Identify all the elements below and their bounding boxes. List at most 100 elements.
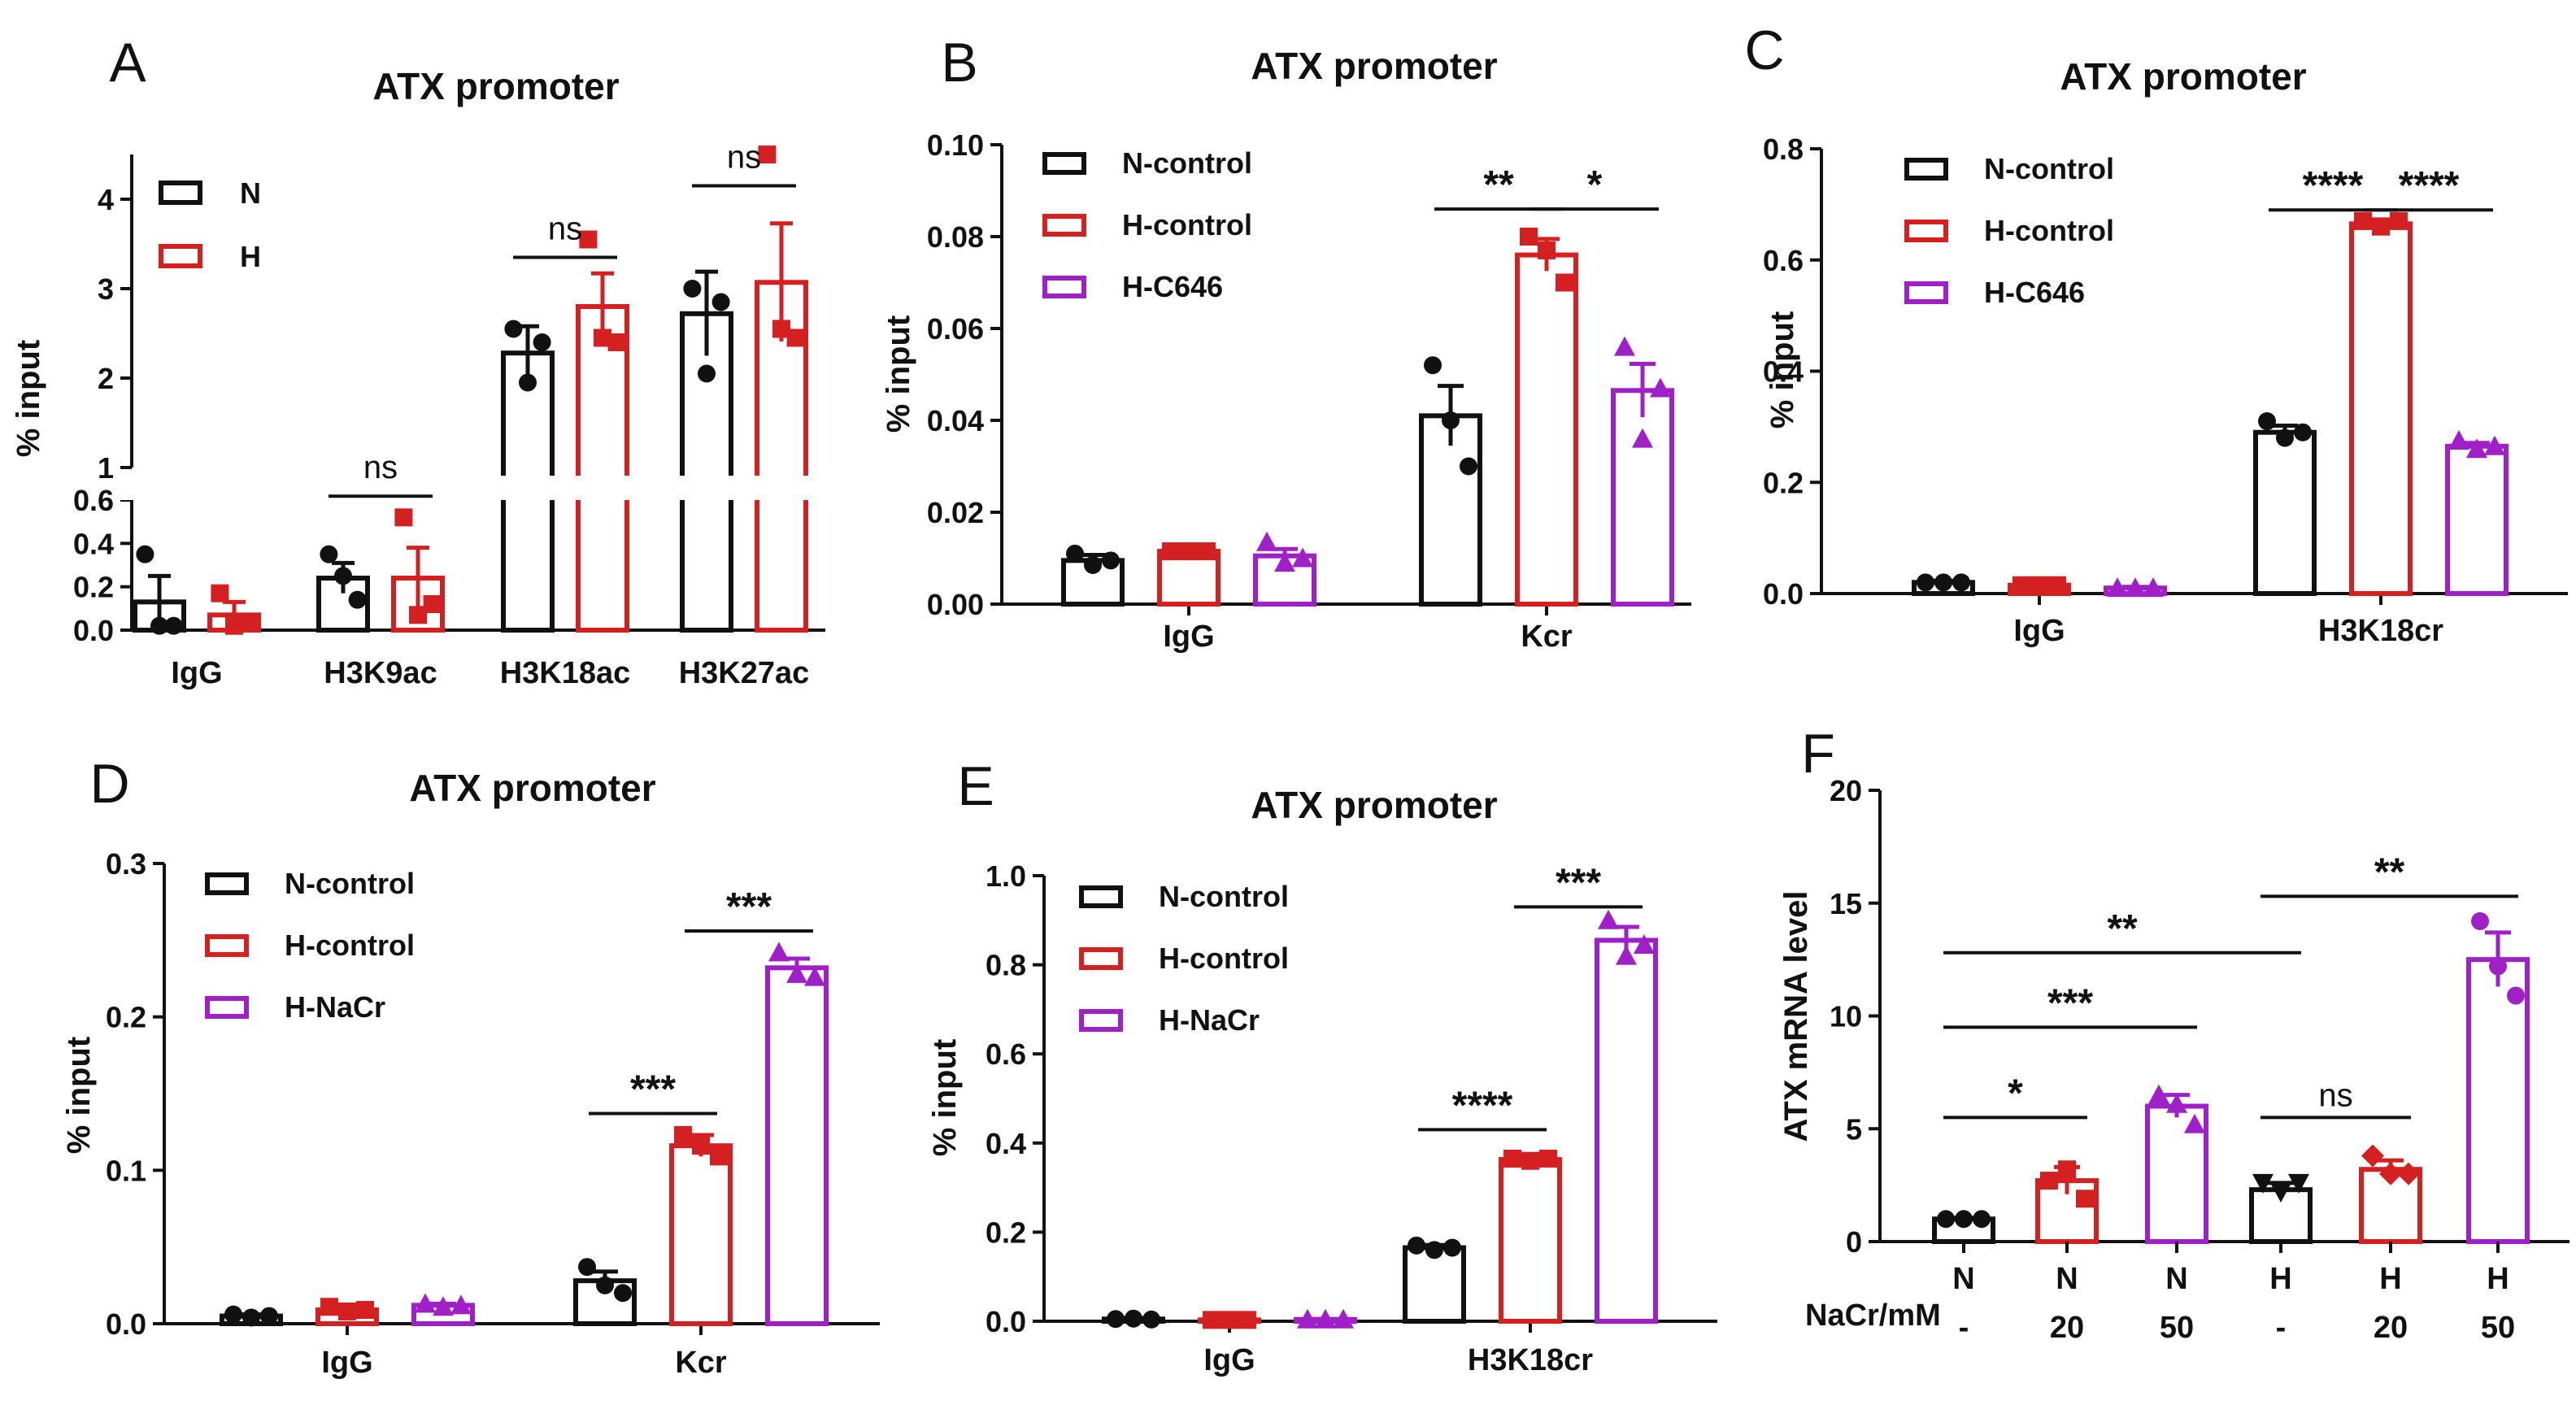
data-point [607, 333, 626, 351]
data-point [2076, 1190, 2094, 1208]
significance-label: ns [548, 211, 582, 247]
data-point [1180, 542, 1198, 561]
significance-label: **** [2303, 164, 2364, 207]
y-tick-label: 0.8 [1763, 133, 1804, 166]
chart-title: ATX promoter [409, 767, 655, 809]
data-point [2166, 1093, 2187, 1113]
y-tick-label: 0.4 [73, 527, 114, 560]
data-point [692, 1137, 710, 1155]
legend-label: H-C646 [1122, 270, 1223, 303]
y-tick-label: 4 [98, 183, 114, 216]
x-category-label: N [2165, 1262, 2187, 1296]
y-tick-label: 0.00 [927, 588, 984, 621]
data-point [150, 616, 168, 635]
row2-label: NaCr/mM [1805, 1298, 1941, 1333]
y-tick-label: 10 [1830, 1000, 1862, 1033]
y-tick-label: 0.04 [927, 404, 984, 437]
data-point [433, 1296, 454, 1316]
panel-label: C [1744, 20, 1784, 81]
legend-swatch [1904, 281, 1948, 304]
bar-H-control-Kcr [1515, 252, 1578, 607]
legend-swatch [1079, 947, 1123, 970]
y-axis-label: % input [61, 1037, 97, 1154]
legend-label: H [240, 240, 261, 273]
y-tick-label: 1.0 [986, 859, 1026, 893]
data-point [578, 1258, 596, 1277]
bar-H-control-Kcr [669, 1143, 733, 1326]
data-point [1598, 909, 1619, 929]
y-tick-label: 0.3 [106, 847, 146, 881]
data-point [2030, 576, 2048, 594]
data-point [2448, 429, 2469, 450]
data-point [242, 1308, 260, 1327]
y-tick-label: 0.2 [986, 1216, 1026, 1249]
x-category-label-row2: 20 [2374, 1311, 2408, 1345]
data-point [1198, 542, 1216, 561]
legend-label: H-control [1122, 208, 1252, 241]
data-point [1274, 552, 1295, 572]
data-point [225, 616, 243, 635]
bar-H-C646-Kcr [1611, 388, 1674, 607]
panel-F: F ATX mRNA level 0 5 10 15 20 N - N 20 N 50 H - H 20 H 50 N… [1778, 723, 2569, 1345]
data-point [683, 280, 702, 298]
panel-label: A [109, 32, 146, 94]
x-category-label: N [2056, 1262, 2078, 1296]
legend-label: N-control [1122, 146, 1252, 180]
data-point [1937, 1210, 1955, 1229]
x-category-label-row2: 50 [2481, 1311, 2515, 1345]
y-tick-label: 0.4 [986, 1127, 1026, 1160]
significance-label: ns [2318, 1077, 2352, 1113]
data-point [2294, 423, 2312, 442]
legend-label: N-control [1159, 880, 1289, 913]
x-category-label: Kcr [1521, 620, 1573, 654]
bar-H-C646-H3K18cr [2445, 443, 2509, 597]
data-point [409, 606, 427, 624]
y-tick-label: 0.2 [1763, 466, 1804, 499]
y-tick-label: 0.08 [927, 220, 984, 254]
data-point [2258, 412, 2276, 431]
data-point [1634, 933, 1655, 954]
data-point [1538, 241, 1556, 259]
data-point [1084, 555, 1102, 574]
data-point [1442, 411, 1460, 429]
data-point [2058, 1160, 2076, 1179]
y-tick-label: 0.2 [106, 1001, 146, 1034]
data-point [348, 590, 367, 609]
data-point [594, 328, 611, 347]
x-category-label: H3K18cr [1468, 1343, 1593, 1377]
y-tick-label: 2 [98, 362, 114, 395]
bar-H-H3K18ac [576, 304, 629, 633]
bar-H-NaCr-H3K18cr [1595, 937, 1658, 1324]
y-axis-label: % input [881, 315, 916, 433]
significance-label: ** [2107, 907, 2138, 950]
y-tick-label: 5 [1846, 1112, 1862, 1146]
bar-N-control-H3K18cr [2253, 429, 2317, 597]
data-point [1443, 1238, 1461, 1257]
panel-label: B [941, 32, 977, 94]
data-point [614, 1284, 632, 1303]
panel-C: C ATX promoter % input 0.0 0.2 0.4 0.6 0.8 IgG H3… [1744, 20, 2568, 648]
legend-label: H-control [285, 929, 415, 962]
chart-title: ATX promoter [1251, 45, 1497, 87]
data-point [579, 230, 598, 249]
data-point [1162, 542, 1180, 561]
y-tick-label: 0.0 [1763, 577, 1804, 611]
data-point [1556, 273, 1573, 292]
significance-label: *** [726, 885, 772, 929]
data-point [2252, 1173, 2274, 1194]
y-tick-label: 15 [1830, 887, 1862, 920]
data-point [2012, 576, 2030, 594]
y-axis-label: % input [927, 1039, 963, 1156]
data-point [1539, 1149, 1557, 1168]
x-category-label: H3K18cr [2318, 614, 2443, 648]
data-point [394, 508, 413, 527]
data-point [786, 328, 805, 347]
chart-title: ATX promoter [2060, 55, 2306, 98]
significance-label: ns [727, 140, 761, 176]
data-point [356, 1301, 374, 1320]
legend-swatch [1042, 276, 1086, 298]
legend-label: H-NaCr [285, 990, 385, 1024]
panel-E: E ATX promoter % input 0.0 0.2 0.4 0.6 0.8 1.0 Ig… [927, 755, 1717, 1377]
data-point [710, 1147, 728, 1166]
data-point [1424, 356, 1442, 375]
